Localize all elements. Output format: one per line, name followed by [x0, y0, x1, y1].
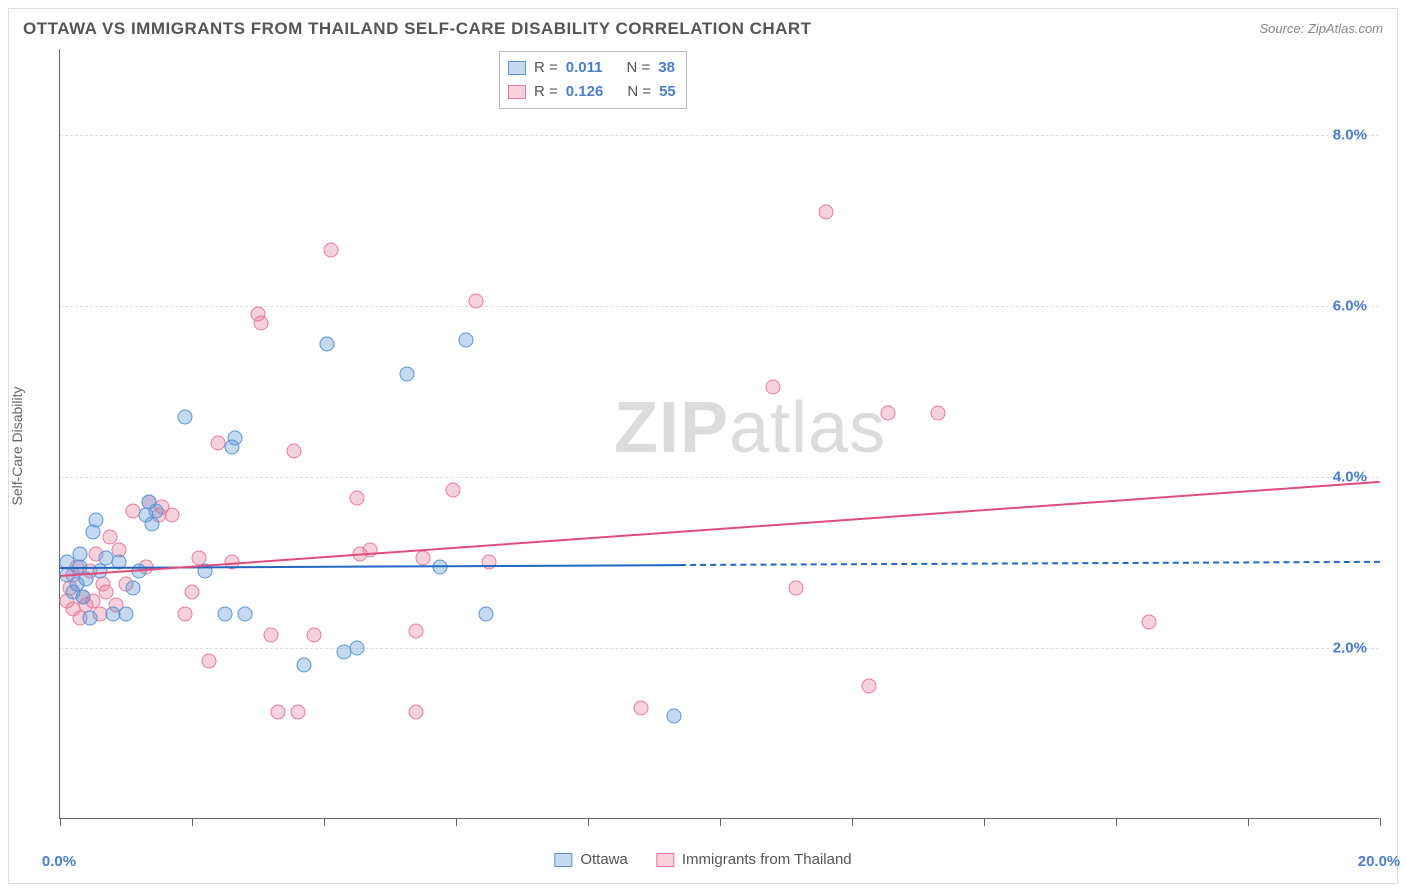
data-point: [178, 409, 193, 424]
ytick-label: 2.0%: [1333, 639, 1367, 656]
data-point: [178, 606, 193, 621]
data-point: [323, 243, 338, 258]
correlation-chart: OTTAWA VS IMMIGRANTS FROM THAILAND SELF-…: [8, 8, 1398, 884]
stats-legend: R = 0.011 N = 38 R = 0.126 N = 55: [499, 51, 687, 109]
xtick: [1116, 818, 1117, 826]
xtick-label: 20.0%: [1358, 853, 1401, 870]
xtick-label: 0.0%: [42, 853, 76, 870]
watermark: ZIPatlas: [614, 387, 886, 469]
legend-label-ottawa: Ottawa: [580, 851, 628, 868]
data-point: [237, 606, 252, 621]
xtick: [60, 818, 61, 826]
data-point: [290, 705, 305, 720]
data-point: [468, 294, 483, 309]
data-point: [185, 585, 200, 600]
data-point: [445, 482, 460, 497]
legend-item-thailand: Immigrants from Thailand: [656, 851, 852, 868]
n-value-ottawa: 38: [658, 56, 675, 80]
data-point: [881, 405, 896, 420]
gridline: [60, 477, 1379, 478]
regression-line: [680, 561, 1380, 566]
data-point: [297, 658, 312, 673]
data-point: [89, 512, 104, 527]
gridline: [60, 135, 1379, 136]
data-point: [482, 555, 497, 570]
legend-item-ottawa: Ottawa: [554, 851, 628, 868]
data-point: [218, 606, 233, 621]
data-point: [409, 705, 424, 720]
data-point: [119, 606, 134, 621]
data-point: [350, 640, 365, 655]
xtick: [984, 818, 985, 826]
xtick: [852, 818, 853, 826]
data-point: [102, 529, 117, 544]
xtick: [1380, 818, 1381, 826]
data-point: [148, 504, 163, 519]
data-point: [270, 705, 285, 720]
data-point: [416, 551, 431, 566]
data-point: [409, 623, 424, 638]
data-point: [125, 581, 140, 596]
y-axis-label: Self-Care Disability: [9, 386, 25, 505]
data-point: [82, 610, 97, 625]
swatch-ottawa-bottom: [554, 853, 572, 867]
watermark-zip: ZIP: [614, 388, 729, 468]
r-prefix: R =: [534, 56, 558, 80]
data-point: [818, 204, 833, 219]
data-point: [458, 332, 473, 347]
data-point: [99, 585, 114, 600]
data-point: [264, 628, 279, 643]
data-point: [287, 444, 302, 459]
r-value-ottawa: 0.011: [566, 56, 603, 80]
n-prefix: N =: [626, 56, 650, 80]
stats-row-ottawa: R = 0.011 N = 38: [508, 56, 676, 80]
swatch-thailand: [508, 85, 526, 99]
n-value-thailand: 55: [659, 80, 676, 104]
xtick: [192, 818, 193, 826]
data-point: [145, 516, 160, 531]
data-point: [765, 379, 780, 394]
data-point: [165, 508, 180, 523]
data-point: [320, 337, 335, 352]
r-prefix-2: R =: [534, 80, 558, 104]
xtick: [1248, 818, 1249, 826]
n-prefix-2: N =: [627, 80, 651, 104]
data-point: [788, 581, 803, 596]
bottom-legend: Ottawa Immigrants from Thailand: [554, 851, 851, 868]
data-point: [307, 628, 322, 643]
xtick: [588, 818, 589, 826]
ytick-label: 6.0%: [1333, 297, 1367, 314]
data-point: [478, 606, 493, 621]
stats-row-thailand: R = 0.126 N = 55: [508, 80, 676, 104]
data-point: [633, 700, 648, 715]
watermark-atlas: atlas: [729, 388, 886, 468]
chart-title: OTTAWA VS IMMIGRANTS FROM THAILAND SELF-…: [23, 19, 812, 39]
plot-area: ZIPatlas 2.0%4.0%6.0%8.0%: [59, 49, 1379, 819]
data-point: [666, 709, 681, 724]
xtick: [720, 818, 721, 826]
ytick-label: 8.0%: [1333, 126, 1367, 143]
data-point: [201, 653, 216, 668]
data-point: [350, 491, 365, 506]
r-value-thailand: 0.126: [566, 80, 604, 104]
data-point: [254, 315, 269, 330]
gridline: [60, 648, 1379, 649]
data-point: [1142, 615, 1157, 630]
data-point: [227, 431, 242, 446]
xtick: [324, 818, 325, 826]
data-point: [72, 546, 87, 561]
data-point: [930, 405, 945, 420]
data-point: [86, 525, 101, 540]
chart-source: Source: ZipAtlas.com: [1259, 21, 1383, 36]
legend-label-thailand: Immigrants from Thailand: [682, 851, 852, 868]
xtick: [456, 818, 457, 826]
swatch-thailand-bottom: [656, 853, 674, 867]
data-point: [861, 679, 876, 694]
data-point: [399, 367, 414, 382]
data-point: [76, 589, 91, 604]
swatch-ottawa: [508, 61, 526, 75]
